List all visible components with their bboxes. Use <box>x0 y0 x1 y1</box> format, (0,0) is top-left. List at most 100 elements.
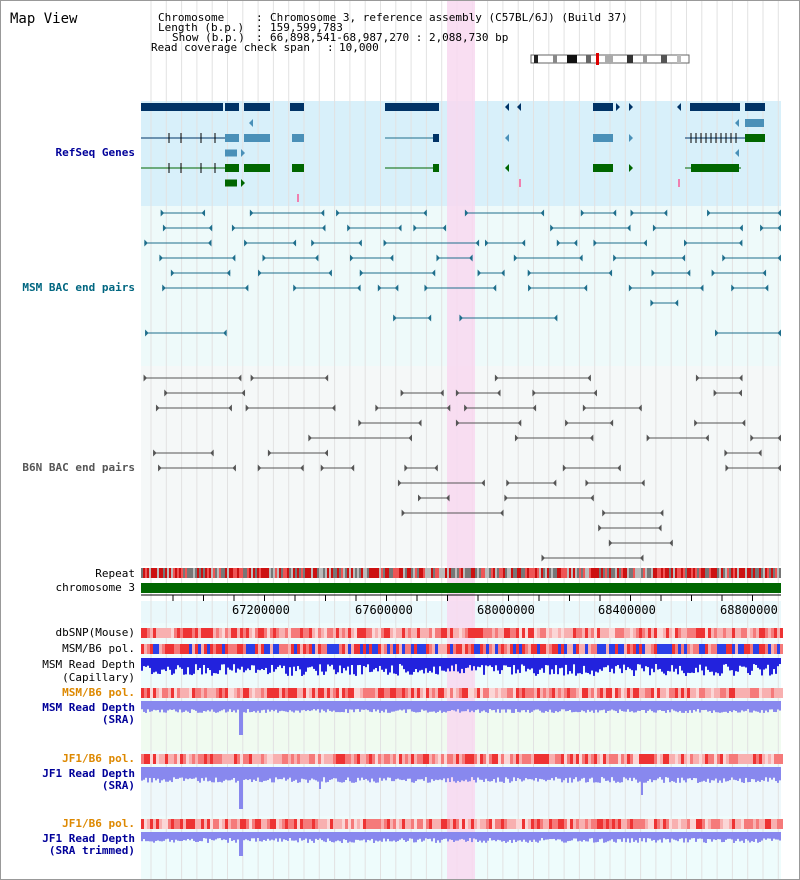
jf1-b6-pol-trimmed-cell <box>687 819 690 829</box>
jf1-trimmed-depth-bar <box>245 832 247 840</box>
jf1-trimmed-depth-bar <box>275 832 277 839</box>
msm-b6-pol-sra-cell <box>519 688 522 698</box>
gene-exon <box>745 119 764 127</box>
jf1-trimmed-depth-bar <box>301 832 303 841</box>
jf1-trimmed-depth-bar <box>311 832 313 841</box>
length-colon: : <box>256 21 263 34</box>
jf1-sra-depth-bar <box>279 767 281 780</box>
msm-sra-depth-bar <box>743 701 745 712</box>
msm-b6-pol-sra-cell <box>654 688 657 698</box>
msm-depth-bar <box>703 658 705 676</box>
msm-read-depth-label[interactable]: MSM Read Depth <box>42 658 135 671</box>
msm-b6-pol-cell <box>771 644 774 654</box>
msm-depth-bar <box>653 658 655 673</box>
msm-b6-pol-sra-label[interactable]: MSM/B6 pol. <box>62 686 135 699</box>
dbsnp-cell <box>546 628 549 638</box>
jf1-sra-depth-bar <box>425 767 427 778</box>
strand-arrow <box>580 209 585 217</box>
repeat-bar <box>589 568 591 578</box>
jf1-trimmed-depth-bar <box>577 832 579 842</box>
jf1-b6-pol-trimmed-cell <box>510 819 513 829</box>
msm-b6-pol-label[interactable]: MSM/B6 pol. <box>62 642 135 655</box>
jf1-sra-depth-bar <box>203 767 205 781</box>
msm-sra-depth-bar <box>291 701 293 712</box>
jf1-sra-depth-bar <box>599 767 601 783</box>
msm-depth-bar <box>209 658 211 671</box>
jf1-b6-pol-trimmed-cell <box>297 819 300 829</box>
jf1-trimmed-depth-bar <box>439 832 441 843</box>
jf1-b6-pol-cell <box>162 754 165 764</box>
jf1-read-depth-label[interactable]: JF1 Read Depth <box>42 767 135 780</box>
jf1-trimmed-depth-bar <box>261 832 263 842</box>
jf1-b6-pol-cell <box>564 754 567 764</box>
msm-depth-bar <box>543 658 545 673</box>
jf1-sra-depth-bar <box>409 767 411 779</box>
jf1-b6-pol-trimmed-label[interactable]: JF1/B6 pol. <box>62 817 135 830</box>
dbsnp-cell <box>240 628 243 638</box>
strand-arrow <box>164 389 168 397</box>
msm-depth-bar <box>529 658 531 670</box>
msm-sra-depth-bar <box>683 701 685 713</box>
refseq-genes-label[interactable]: RefSeq Genes <box>55 146 135 159</box>
dbsnp-cell <box>282 628 285 638</box>
dbsnp-label[interactable]: dbSNP(Mouse) <box>55 626 135 639</box>
dbsnp-cell <box>531 628 534 638</box>
strand-arrow <box>231 224 236 232</box>
dbsnp-cell <box>543 628 546 638</box>
jf1-trimmed-depth-bar <box>649 832 651 839</box>
dbsnp-cell <box>777 628 780 638</box>
repeat-bar <box>197 568 199 578</box>
jf1-b6-pol-cell <box>774 754 777 764</box>
msm-b6-pol-sra-cell <box>597 688 600 698</box>
jf1-b6-pol-cell <box>678 754 681 764</box>
jf1-read-depth-trimmed-label[interactable]: JF1 Read Depth <box>42 832 135 845</box>
msm-b6-pol-sra-cell <box>534 688 537 698</box>
msm-sra-depth-bar <box>525 701 527 713</box>
msm-depth-bar <box>409 658 411 675</box>
dbsnp-cell <box>393 628 396 638</box>
msm-b6-pol-cell <box>477 644 480 654</box>
show-value: 66,898,541-68,987,270 : 2,088,730 bp <box>270 31 509 44</box>
msm-depth-bar <box>367 658 369 665</box>
jf1-trimmed-depth-bar <box>347 832 349 843</box>
msm-b6-pol-cell <box>702 644 705 654</box>
msm-sra-depth-bar <box>149 701 151 712</box>
jf1-b6-pol-trimmed-cell <box>525 819 528 829</box>
msm-sra-depth-bar <box>543 701 545 713</box>
jf1-sra-depth-bar <box>191 767 193 779</box>
repeat-bar <box>339 568 341 578</box>
msm-read-depth-sra-label[interactable]: MSM Read Depth <box>42 701 135 714</box>
jf1-b6-pol-label[interactable]: JF1/B6 pol. <box>62 752 135 765</box>
repeat-bar <box>565 568 567 578</box>
dbsnp-cell <box>231 628 234 638</box>
msm-depth-bar <box>773 658 775 670</box>
msm-b6-pol-cell <box>408 644 411 654</box>
strand-arrow <box>394 284 399 292</box>
b6n-bac-end-pairs-label[interactable]: B6N BAC end pairs <box>22 461 135 474</box>
jf1-trimmed-depth-bar <box>715 832 717 841</box>
msm-b6-pol-cell <box>210 644 213 654</box>
msm-depth-bar <box>625 658 627 671</box>
jf1-sra-depth-bar <box>479 767 481 780</box>
jf1-sra-depth-bar <box>571 767 573 783</box>
msm-bac-end-pairs-label[interactable]: MSM BAC end pairs <box>22 281 135 294</box>
repeat-bar <box>271 568 273 578</box>
jf1-trimmed-depth-bar <box>433 832 435 839</box>
msm-sra-depth-bar <box>431 701 433 712</box>
msm-b6-pol-sra-cell <box>255 688 258 698</box>
jf1-b6-pol-cell <box>534 754 537 764</box>
msm-depth-bar <box>645 658 647 667</box>
msm-b6-pol-sra-cell <box>504 688 507 698</box>
jf1-sra-depth-bar <box>499 767 501 782</box>
jf1-b6-pol-cell <box>609 754 612 764</box>
repeat-bar <box>333 568 335 578</box>
msm-sra-depth-bar <box>507 701 509 710</box>
jf1-b6-pol-trimmed-cell <box>174 819 177 829</box>
msm-sra-depth-bar <box>375 701 377 712</box>
msm-depth-bar <box>313 658 315 669</box>
dbsnp-cell <box>558 628 561 638</box>
msm-b6-pol-sra-cell <box>495 688 498 698</box>
jf1-sra-depth-bar <box>485 767 487 779</box>
msm-depth-bar <box>775 658 777 674</box>
dbsnp-cell <box>540 628 543 638</box>
